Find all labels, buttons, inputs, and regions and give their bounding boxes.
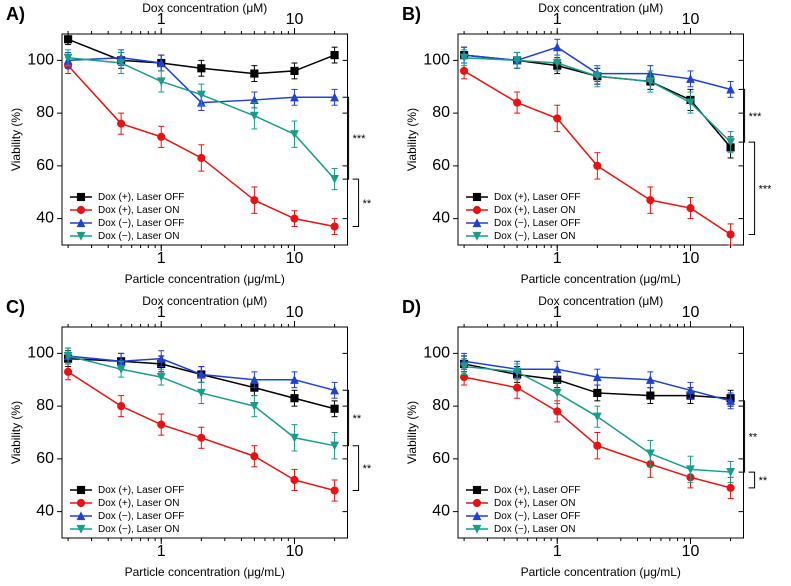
legend-item-label: Dox (−), Laser ON — [494, 524, 575, 535]
significance-label: ** — [363, 463, 372, 475]
x-axis-top-label: Dox concentration (μM) — [538, 1, 663, 15]
legend-item-label: Dox (−), Laser OFF — [494, 218, 580, 229]
xtick-top-label: 10 — [681, 11, 699, 28]
xtick-bottom-label: 10 — [286, 543, 304, 560]
xtick-bottom-label: 1 — [552, 250, 561, 267]
x-axis-bottom-label: Particle concentration (μg/mL) — [125, 272, 285, 286]
x-axis-bottom-label: Particle concentration (μg/mL) — [520, 565, 680, 579]
legend-item-label: Dox (−), Laser ON — [98, 524, 179, 535]
ytick-label: 100 — [27, 344, 54, 361]
ytick-label: 40 — [432, 210, 450, 227]
legend-item-label: Dox (+), Laser ON — [98, 205, 179, 216]
significance-bracket — [748, 472, 754, 488]
ytick-label: 40 — [36, 503, 54, 520]
legend-item-label: Dox (−), Laser OFF — [98, 511, 184, 522]
legend: Dox (+), Laser OFF Dox (+), Laser ON Dox (… — [70, 192, 184, 242]
legend-item-label: Dox (−), Laser OFF — [494, 511, 580, 522]
legend-item-label: Dox (+), Laser OFF — [494, 485, 580, 496]
legend: Dox (+), Laser OFF Dox (+), Laser ON Dox (… — [466, 485, 580, 535]
panel-label: A) — [6, 4, 25, 24]
significance-bracket — [353, 446, 359, 491]
legend-item-label: Dox (+), Laser OFF — [494, 192, 580, 203]
panel-D: D)406080100110110Particle concentration … — [396, 293, 791, 586]
panel-C: C)406080100110110Particle concentration … — [0, 293, 396, 586]
significance-bracket — [353, 179, 359, 226]
legend: Dox (+), Laser OFF Dox (+), Laser ON Dox (… — [466, 192, 580, 242]
ytick-label: 80 — [432, 104, 450, 121]
significance-bracket — [748, 142, 754, 234]
xtick-bottom-label: 10 — [681, 250, 699, 267]
ytick-label: 80 — [36, 104, 54, 121]
significance-label: *** — [748, 111, 762, 123]
legend-item-label: Dox (+), Laser ON — [494, 205, 575, 216]
xtick-top-label: 10 — [286, 11, 304, 28]
x-axis-top-label: Dox concentration (μM) — [142, 1, 267, 15]
ytick-label: 80 — [36, 397, 54, 414]
ytick-label: 80 — [432, 397, 450, 414]
ytick-label: 60 — [432, 157, 450, 174]
ytick-label: 100 — [27, 51, 54, 68]
significance-label: ** — [363, 198, 372, 210]
legend-item-label: Dox (+), Laser OFF — [98, 192, 184, 203]
panel-label: C) — [6, 297, 25, 317]
x-axis-bottom-label: Particle concentration (μg/mL) — [520, 272, 680, 286]
ytick-label: 60 — [432, 450, 450, 467]
y-axis-label: Viability (%) — [9, 401, 23, 464]
panel-B: B)406080100110110Particle concentration … — [396, 0, 791, 293]
legend-item-label: Dox (−), Laser ON — [494, 231, 575, 242]
xtick-bottom-label: 10 — [681, 543, 699, 560]
xtick-bottom-label: 1 — [157, 543, 166, 560]
significance-label: ** — [353, 413, 362, 425]
legend-item-label: Dox (−), Laser OFF — [98, 218, 184, 229]
ytick-label: 60 — [36, 157, 54, 174]
significance-label: *** — [758, 183, 772, 195]
x-axis-top-label: Dox concentration (μM) — [142, 294, 267, 308]
ytick-label: 100 — [423, 344, 450, 361]
ytick-label: 60 — [36, 450, 54, 467]
significance-label: ** — [758, 475, 767, 487]
panel-A: A)406080100110110Particle concentration … — [0, 0, 396, 293]
xtick-bottom-label: 1 — [157, 250, 166, 267]
significance-label: ** — [748, 431, 757, 443]
y-axis-label: Viability (%) — [405, 108, 419, 171]
legend: Dox (+), Laser OFF Dox (+), Laser ON Dox (… — [70, 485, 184, 535]
panel-label: B) — [402, 4, 421, 24]
x-axis-bottom-label: Particle concentration (μg/mL) — [125, 565, 285, 579]
ytick-label: 40 — [36, 210, 54, 227]
xtick-top-label: 10 — [681, 304, 699, 321]
xtick-bottom-label: 10 — [286, 250, 304, 267]
significance-label: *** — [353, 133, 367, 145]
xtick-bottom-label: 1 — [552, 543, 561, 560]
ytick-label: 40 — [432, 503, 450, 520]
ytick-label: 100 — [423, 51, 450, 68]
y-axis-label: Viability (%) — [9, 108, 23, 171]
legend-item-label: Dox (+), Laser ON — [494, 498, 575, 509]
panel-label: D) — [402, 297, 421, 317]
y-axis-label: Viability (%) — [405, 401, 419, 464]
legend-item-label: Dox (+), Laser OFF — [98, 485, 184, 496]
x-axis-top-label: Dox concentration (μM) — [538, 294, 663, 308]
legend-item-label: Dox (−), Laser ON — [98, 231, 179, 242]
legend-item-label: Dox (+), Laser ON — [98, 498, 179, 509]
xtick-top-label: 10 — [286, 304, 304, 321]
